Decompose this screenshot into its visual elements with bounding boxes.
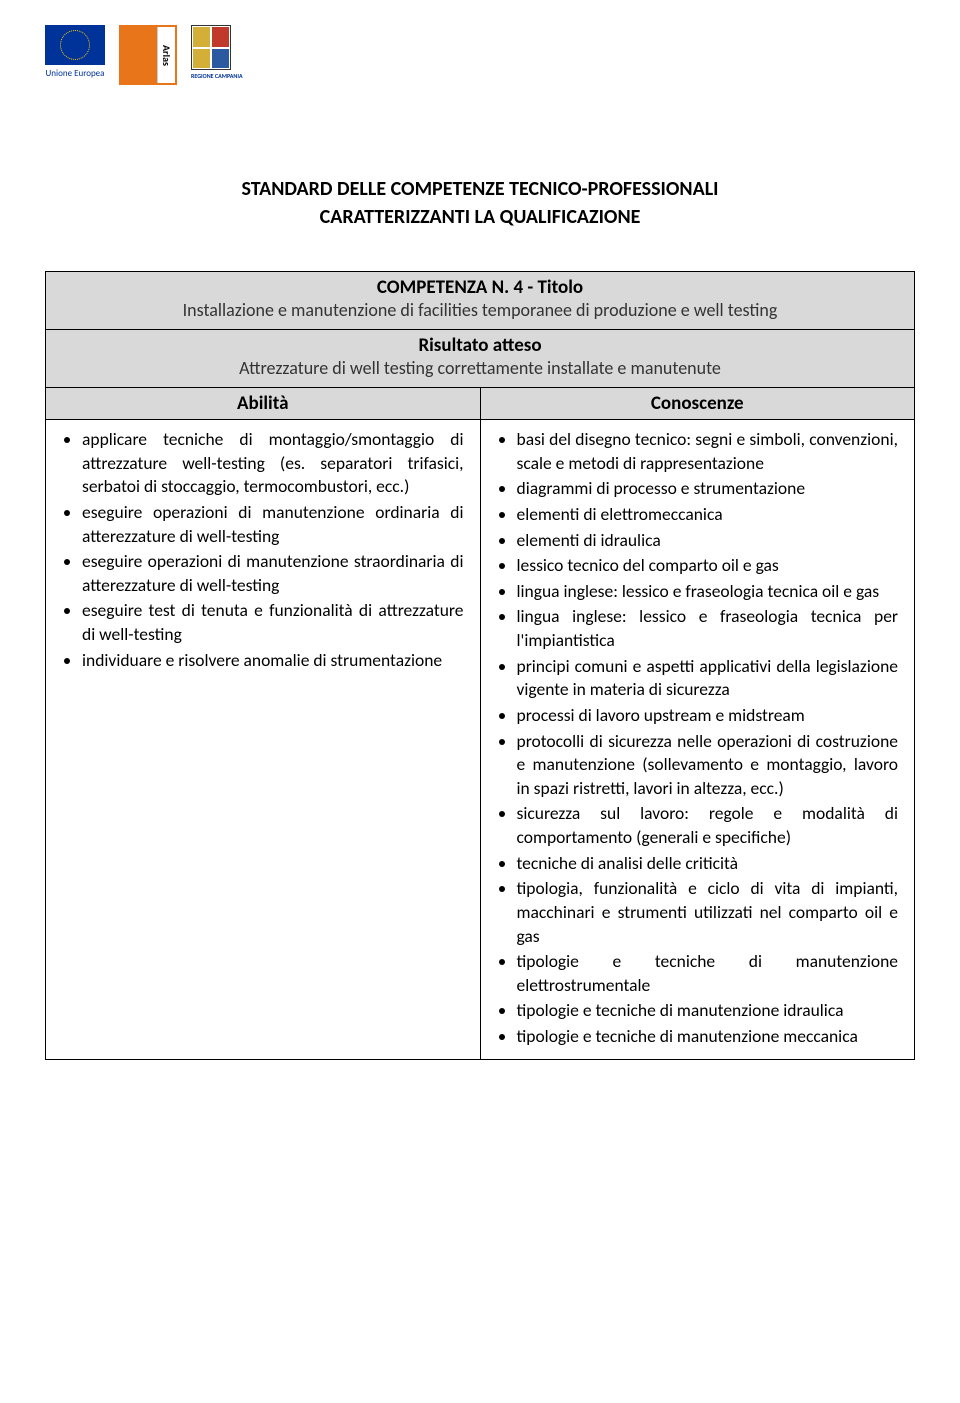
- conoscenze-item: tecniche di analisi delle criticità: [517, 852, 899, 876]
- eu-label: Unione Europea: [45, 68, 105, 79]
- competenza-title: COMPETENZA N. 4 - Titolo: [56, 276, 904, 299]
- conoscenze-item: elementi di idraulica: [517, 529, 899, 553]
- conoscenze-header: Conoscenze: [480, 388, 915, 420]
- logo-campania: REGIONE CAMPANIA: [191, 25, 243, 80]
- abilita-item: eseguire operazioni di manutenzione ordi…: [82, 501, 464, 548]
- abilita-cell: applicare tecniche di montaggio/smontagg…: [46, 420, 481, 1060]
- risultato-text: Attrezzature di well testing correttamen…: [56, 357, 904, 379]
- conoscenze-item: tipologia, funzionalità e ciclo di vita …: [517, 877, 899, 948]
- conoscenze-item: processi di lavoro upstream e midstream: [517, 704, 899, 728]
- conoscenze-item: lessico tecnico del comparto oil e gas: [517, 554, 899, 578]
- abilita-header: Abilità: [46, 388, 481, 420]
- conoscenze-item: lingua inglese: lessico e fraseologia te…: [517, 605, 899, 652]
- risultato-label: Risultato atteso: [56, 334, 904, 357]
- abilita-item: eseguire test di tenuta e funzionalità d…: [82, 599, 464, 646]
- abilita-item: individuare e risolvere anomalie di stru…: [82, 649, 464, 673]
- conoscenze-item: basi del disegno tecnico: segni e simbol…: [517, 428, 899, 475]
- conoscenze-item: protocolli di sicurezza nelle operazioni…: [517, 730, 899, 801]
- competenza-description: Installazione e manutenzione di faciliti…: [56, 299, 904, 321]
- conoscenze-item: lingua inglese: lessico e fraseologia te…: [517, 580, 899, 604]
- competenza-table: COMPETENZA N. 4 - Titolo Installazione e…: [45, 271, 915, 1060]
- abilita-item: applicare tecniche di montaggio/smontagg…: [82, 428, 464, 499]
- conoscenze-list: basi del disegno tecnico: segni e simbol…: [497, 428, 899, 1049]
- conoscenze-item: elementi di elettromeccanica: [517, 503, 899, 527]
- abilita-item: eseguire operazioni di manutenzione stra…: [82, 550, 464, 597]
- logo-eu: Unione Europea: [45, 25, 105, 79]
- conoscenze-item: tipologie e tecniche di manutenzione mec…: [517, 1025, 899, 1049]
- conoscenze-item: principi comuni e aspetti applicativi de…: [517, 655, 899, 702]
- risultato-header: Risultato atteso Attrezzature di well te…: [46, 330, 915, 388]
- campania-label: REGIONE CAMPANIA: [191, 72, 243, 80]
- conoscenze-item: tipologie e tecniche di manutenzione ele…: [517, 950, 899, 997]
- conoscenze-cell: basi del disegno tecnico: segni e simbol…: [480, 420, 915, 1060]
- title-line1: STANDARD DELLE COMPETENZE TECNICO-PROFES…: [242, 177, 719, 201]
- conoscenze-item: tipologie e tecniche di manutenzione idr…: [517, 999, 899, 1023]
- logo-arlas: Arlas: [119, 25, 177, 85]
- conoscenze-item: diagrammi di processo e strumentazione: [517, 477, 899, 501]
- abilita-list: applicare tecniche di montaggio/smontagg…: [62, 428, 464, 672]
- conoscenze-item: sicurezza sul lavoro: regole e modalità …: [517, 802, 899, 849]
- title-line2: CARATTERIZZANTI LA QUALIFICAZIONE: [320, 205, 641, 229]
- competenza-header: COMPETENZA N. 4 - Titolo Installazione e…: [46, 272, 915, 330]
- page-title: STANDARD DELLE COMPETENZE TECNICO-PROFES…: [45, 175, 915, 231]
- logo-bar: Unione Europea Arlas REGIONE CAMPANIA: [45, 25, 915, 85]
